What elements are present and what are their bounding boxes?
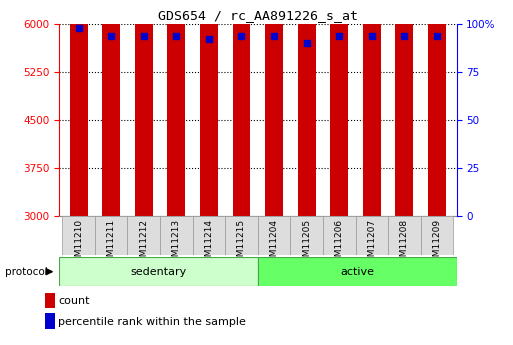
Bar bbox=[428, 90, 446, 345]
Text: GSM11208: GSM11208 bbox=[400, 219, 409, 268]
Text: active: active bbox=[340, 267, 374, 277]
Bar bbox=[225, 216, 258, 255]
Bar bbox=[388, 216, 421, 255]
Bar bbox=[59, 257, 258, 286]
Bar bbox=[421, 216, 453, 255]
Bar bbox=[290, 216, 323, 255]
Bar bbox=[62, 216, 95, 255]
Bar bbox=[45, 313, 55, 329]
Text: protocol: protocol bbox=[5, 267, 48, 277]
Bar bbox=[135, 161, 153, 345]
Text: GSM11215: GSM11215 bbox=[237, 219, 246, 268]
Text: GSM11206: GSM11206 bbox=[335, 219, 344, 268]
Text: GSM11209: GSM11209 bbox=[432, 219, 442, 268]
Bar bbox=[102, 160, 120, 345]
Bar bbox=[95, 216, 127, 255]
Bar bbox=[232, 142, 250, 345]
Bar bbox=[396, 112, 413, 345]
Bar bbox=[200, 0, 218, 216]
Bar bbox=[258, 216, 290, 255]
Text: GSM11204: GSM11204 bbox=[269, 219, 279, 268]
Bar bbox=[363, 142, 381, 345]
Bar bbox=[265, 152, 283, 345]
Bar bbox=[102, 0, 120, 216]
Bar bbox=[70, 69, 88, 345]
Bar bbox=[428, 0, 446, 216]
Title: GDS654 / rc_AA891226_s_at: GDS654 / rc_AA891226_s_at bbox=[158, 9, 358, 22]
Text: GSM11207: GSM11207 bbox=[367, 219, 377, 268]
Bar bbox=[330, 0, 348, 216]
Bar bbox=[396, 0, 413, 216]
Bar bbox=[167, 0, 185, 216]
Text: GSM11212: GSM11212 bbox=[139, 219, 148, 268]
Bar bbox=[127, 216, 160, 255]
Bar bbox=[135, 0, 153, 216]
Bar bbox=[232, 0, 250, 216]
Text: count: count bbox=[58, 296, 90, 306]
Text: GSM11211: GSM11211 bbox=[107, 219, 115, 268]
Text: sedentary: sedentary bbox=[130, 267, 187, 277]
Text: GSM11213: GSM11213 bbox=[172, 219, 181, 268]
Bar bbox=[192, 216, 225, 255]
Bar bbox=[45, 293, 55, 308]
Bar bbox=[330, 142, 348, 345]
Bar bbox=[298, 200, 315, 345]
Bar bbox=[167, 142, 185, 345]
Bar bbox=[265, 0, 283, 216]
Bar bbox=[70, 0, 88, 216]
Bar bbox=[298, 8, 315, 216]
Text: percentile rank within the sample: percentile rank within the sample bbox=[58, 317, 246, 327]
Bar bbox=[160, 216, 192, 255]
Text: GSM11214: GSM11214 bbox=[204, 219, 213, 268]
Bar bbox=[356, 216, 388, 255]
Bar bbox=[363, 0, 381, 216]
Bar bbox=[323, 216, 356, 255]
Bar bbox=[200, 171, 218, 345]
Text: GSM11210: GSM11210 bbox=[74, 219, 83, 268]
Text: GSM11205: GSM11205 bbox=[302, 219, 311, 268]
Bar bbox=[258, 257, 457, 286]
